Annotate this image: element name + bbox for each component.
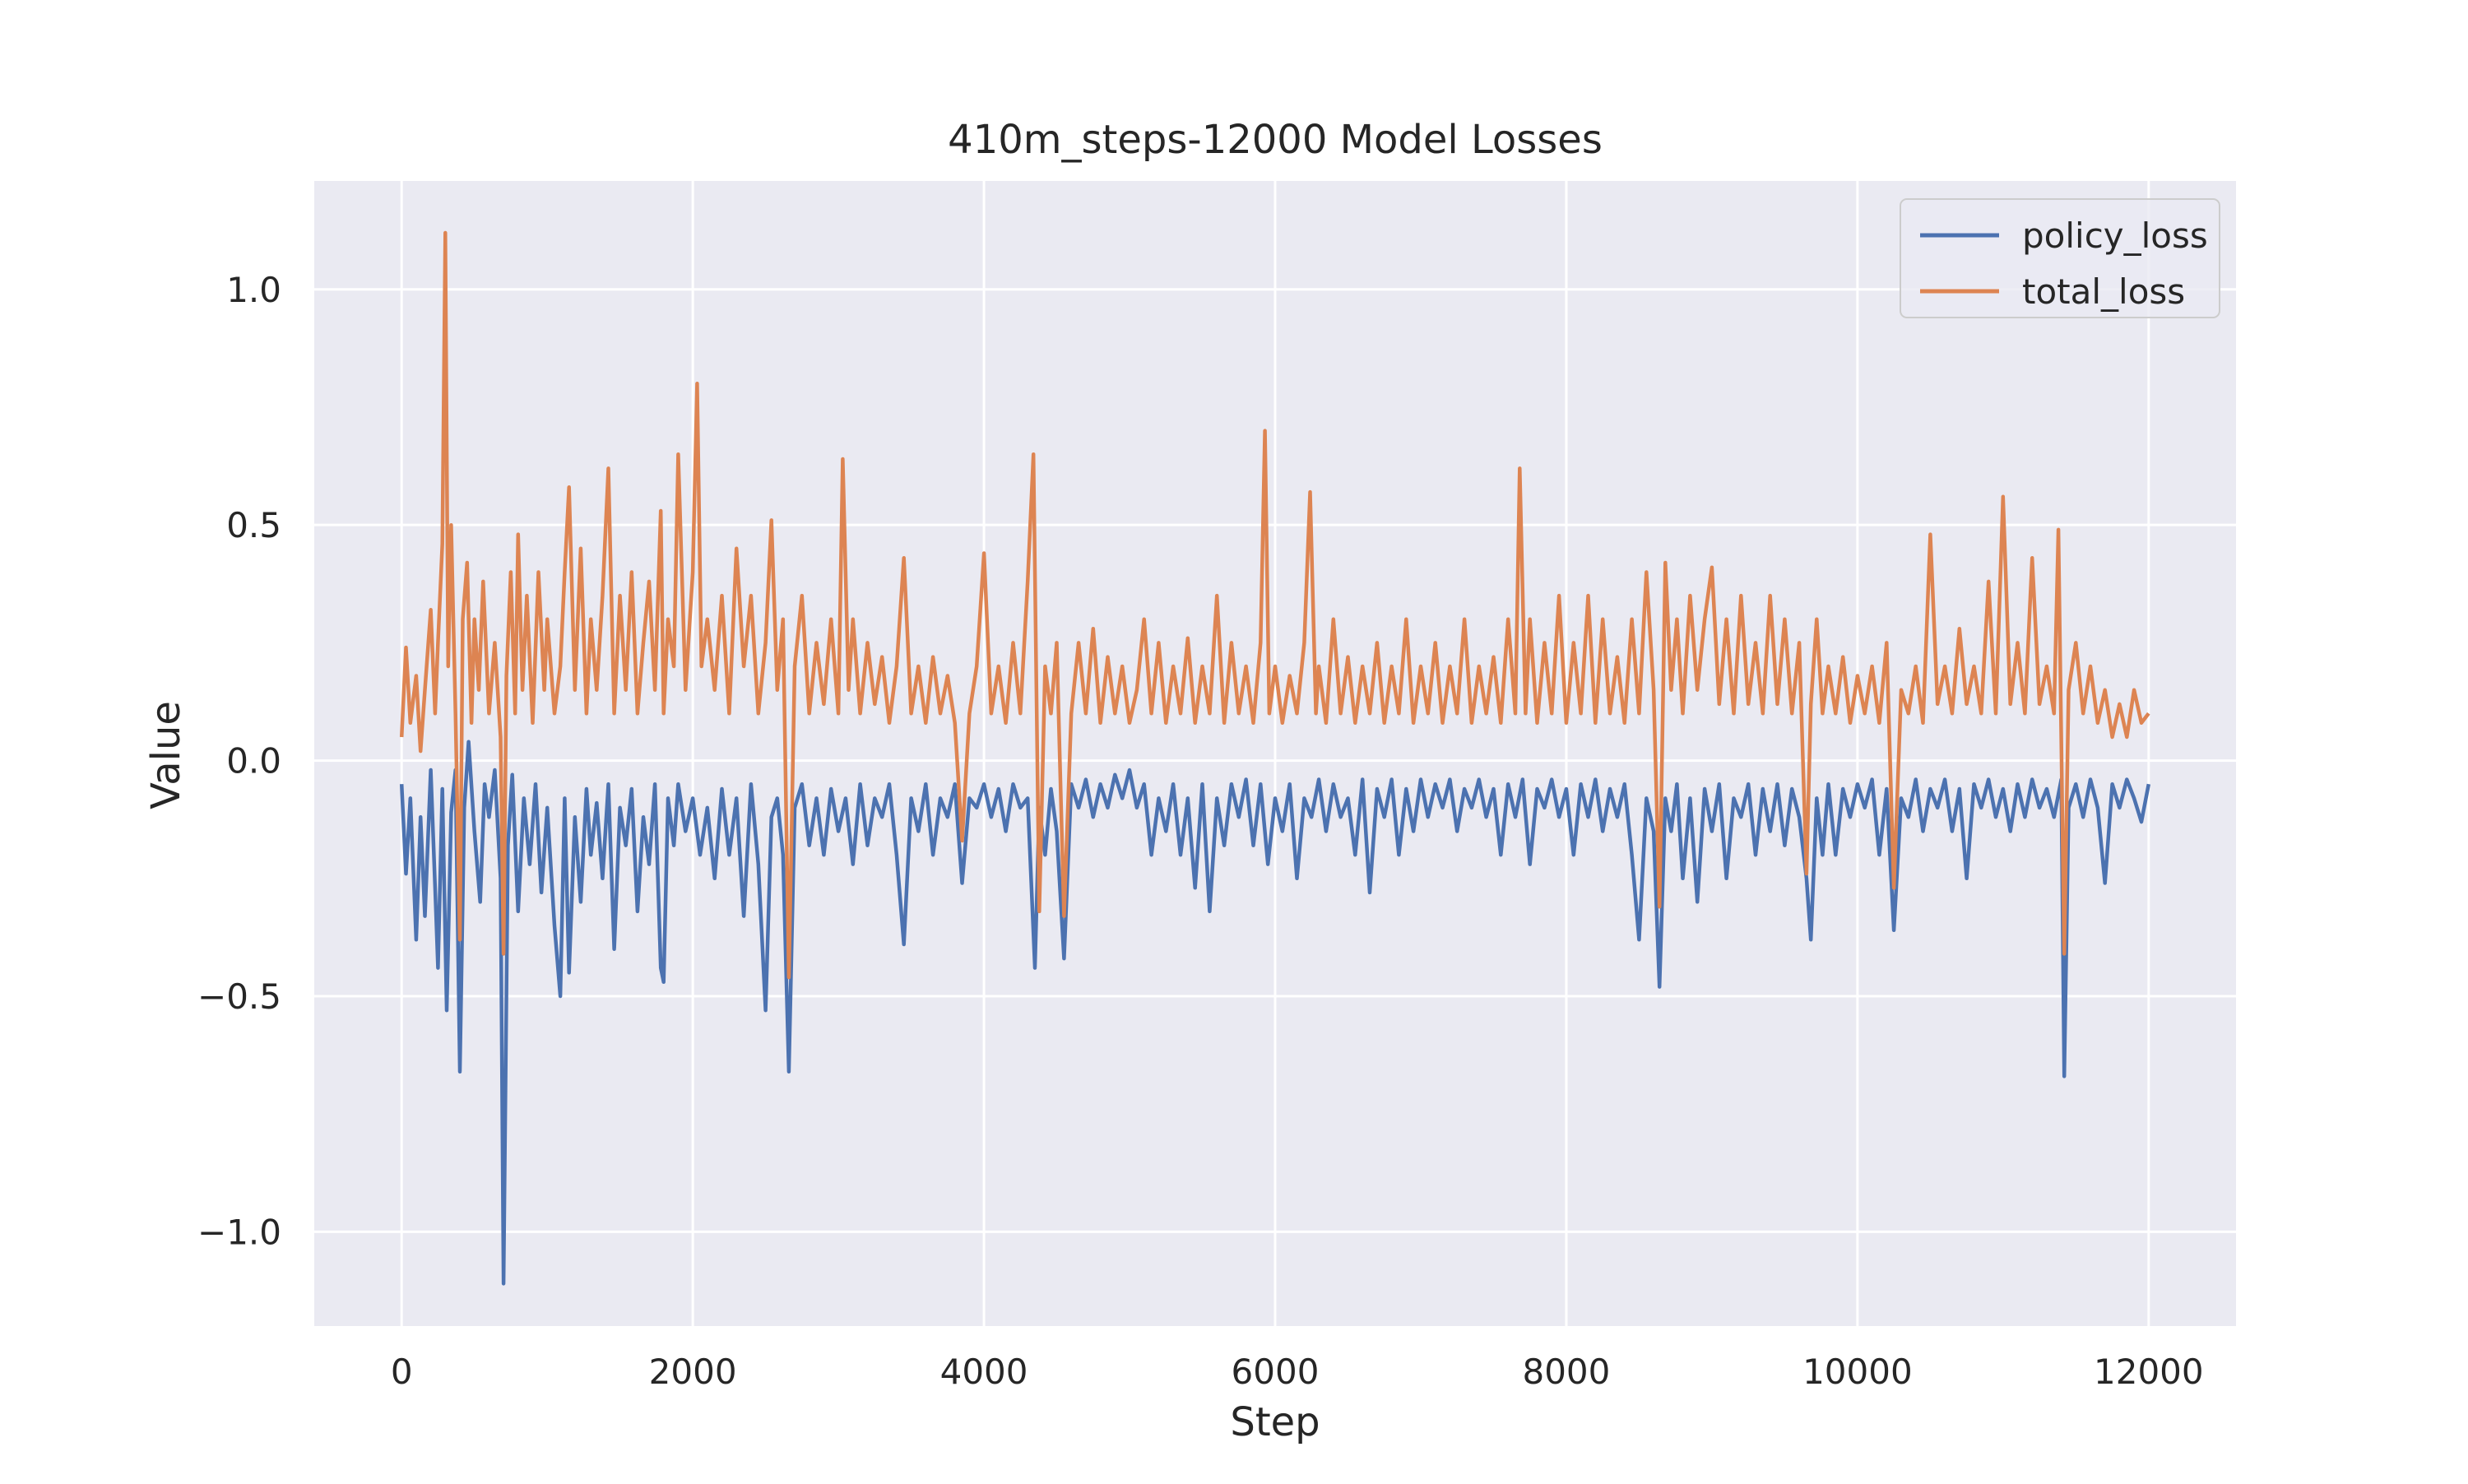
x-tick-label: 2000 xyxy=(649,1352,737,1392)
x-axis-label: Step xyxy=(1230,1399,1320,1445)
legend-box xyxy=(1900,198,2220,318)
y-tick-label: −1.0 xyxy=(197,1212,281,1252)
y-axis-label: Value xyxy=(143,701,189,809)
y-tick-label: 0.0 xyxy=(226,741,281,781)
x-tick-label: 8000 xyxy=(1522,1352,1610,1392)
y-tick-label: 1.0 xyxy=(226,270,281,310)
x-tick-label: 6000 xyxy=(1232,1352,1320,1392)
x-tick-label: 4000 xyxy=(940,1352,1028,1392)
legend-label-policy-loss: policy_loss xyxy=(2022,216,2208,256)
x-tick-label: 10000 xyxy=(1802,1352,1913,1392)
legend: policy_loss total_loss xyxy=(1900,198,2220,318)
series-line-total-loss xyxy=(399,230,2150,980)
y-tick-label: −0.5 xyxy=(197,976,281,1017)
x-tick-label: 12000 xyxy=(2094,1352,2204,1392)
plot-area: 0 2000 4000 6000 8000 10000 12000 −1.0 −0.5 0.0 0.… xyxy=(197,181,2236,1392)
series-line-policy-loss xyxy=(399,740,2151,1286)
legend-label-total-loss: total_loss xyxy=(2022,271,2185,312)
y-tick-label: 0.5 xyxy=(226,505,281,545)
x-tick-label: 0 xyxy=(391,1352,413,1392)
chart-title: 410m_steps-12000 Model Losses xyxy=(948,117,1603,163)
